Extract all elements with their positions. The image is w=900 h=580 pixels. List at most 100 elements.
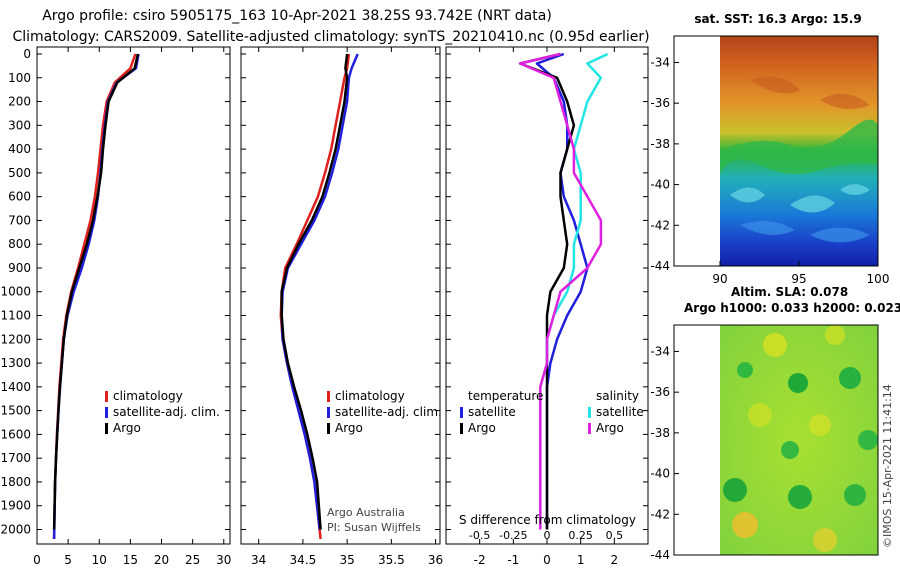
temperature-panel-frame bbox=[36, 46, 231, 545]
sla-eddies bbox=[723, 325, 878, 552]
sla-map-title: Altim. SLA: 0.078 bbox=[731, 285, 848, 299]
depth-tick-label: 600 bbox=[8, 190, 31, 204]
title-line-2: Climatology: CARS2009. Satellite-adjuste… bbox=[12, 29, 649, 45]
x-tick-label: 34 bbox=[251, 553, 266, 567]
legend-label-climatology: climatology bbox=[335, 389, 405, 403]
series-line-argo bbox=[280, 53, 349, 530]
legend-label-climatology: climatology bbox=[113, 389, 183, 403]
sst-map-frame bbox=[673, 35, 879, 267]
depth-tick-label: 1100 bbox=[0, 309, 31, 323]
depth-tick-label: 1900 bbox=[0, 499, 31, 513]
sla-lat-axis: -34 -36 -38 -40 -42 -44 bbox=[650, 344, 679, 562]
series-line-argo bbox=[52, 53, 140, 530]
legend-label-temp-satellite: satellite bbox=[468, 405, 516, 419]
depth-tick-label: 2000 bbox=[0, 522, 31, 536]
salinity-plot: 34 34.5 35 35.5 36 bbox=[241, 47, 443, 567]
sla-map-subtitle: Argo h1000: 0.033 h2000: 0.023 bbox=[684, 301, 900, 315]
depth-tick-label: 0 bbox=[23, 47, 31, 61]
depth-tick-label: 200 bbox=[8, 95, 31, 109]
x-tick-label-salinity: 0.25 bbox=[568, 529, 593, 542]
depth-tick-label: 300 bbox=[8, 118, 31, 132]
x-tick-label: 35 bbox=[339, 553, 354, 567]
depth-tick-label: 1700 bbox=[0, 451, 31, 465]
depth-tick-label: 800 bbox=[8, 237, 31, 251]
x-tick-label-salinity: -0.25 bbox=[499, 529, 527, 542]
credit-pi: PI: Susan Wijffels bbox=[327, 521, 421, 534]
credit-argo-australia: Argo Australia bbox=[327, 506, 405, 519]
legend-swatch-temp-argo bbox=[460, 423, 463, 434]
legend-swatch-satellite bbox=[105, 407, 108, 418]
title-line-1: Argo profile: csiro 5905175_163 10-Apr-2… bbox=[42, 8, 552, 24]
x-tick-label: 2 bbox=[611, 553, 619, 567]
depth-axis-labels: 0 100 200 300 400 500 600 700 800 900 1000 1100 1200… bbox=[0, 47, 31, 536]
x-tick-label-salinity: 0.5 bbox=[606, 529, 624, 542]
series-line-argo bbox=[518, 52, 576, 530]
lat-tick-label: -38 bbox=[650, 426, 670, 440]
lon-tick-label: 90 bbox=[712, 272, 727, 286]
difference-legend: temperature salinity satellite Argo sate… bbox=[459, 389, 644, 527]
x-tick-label: -2 bbox=[474, 553, 486, 567]
lat-tick-label: -42 bbox=[650, 218, 670, 232]
depth-tick-label: 1800 bbox=[0, 475, 31, 489]
x-tick-label: 34.5 bbox=[290, 553, 317, 567]
depth-tick-label: 1500 bbox=[0, 404, 31, 418]
sst-lon-axis: 90 95 100 bbox=[712, 261, 889, 286]
legend-heading-salinity: salinity bbox=[596, 389, 639, 403]
x-tick-label: 0 bbox=[543, 553, 551, 567]
x-tick-label: 36 bbox=[428, 553, 443, 567]
lat-tick-label: -40 bbox=[650, 178, 670, 192]
series-line-satellite bbox=[280, 53, 359, 530]
difference-xlabel: S difference from climatology bbox=[459, 513, 636, 527]
footer-credit: ©IMOS 15-Apr-2021 11:41:14 bbox=[881, 384, 894, 548]
lon-tick-label: 95 bbox=[791, 272, 806, 286]
lat-tick-label: -42 bbox=[650, 507, 670, 521]
temperature-legend: climatology satellite-adj. clim. Argo bbox=[105, 389, 220, 435]
sla-map-land-mask bbox=[674, 325, 720, 555]
legend-swatch-climatology bbox=[327, 391, 330, 402]
difference-plot: -2 -1 0 1 2 -0.5 -0.25 0 0.25 0.5 bbox=[446, 47, 648, 567]
lat-tick-label: -38 bbox=[650, 137, 670, 151]
x-tick-label: 5 bbox=[64, 553, 72, 567]
x-tick-label: 10 bbox=[92, 553, 107, 567]
lat-tick-label: -36 bbox=[650, 96, 670, 110]
legend-swatch-satellite bbox=[327, 407, 330, 418]
lat-tick-label: -44 bbox=[650, 548, 670, 562]
legend-label-sal-satellite: satellite bbox=[596, 405, 644, 419]
x-tick-label-salinity: -0.5 bbox=[469, 529, 490, 542]
legend-label-argo: Argo bbox=[335, 421, 363, 435]
depth-tick-label: 1600 bbox=[0, 427, 31, 441]
series-line-satellite bbox=[52, 53, 140, 540]
legend-swatch-sal-argo bbox=[588, 423, 591, 434]
x-tick-label: 15 bbox=[123, 553, 138, 567]
legend-swatch-climatology bbox=[105, 391, 108, 402]
legend-swatch-sal-satellite bbox=[588, 407, 591, 418]
sst-map: -34 -36 -38 -40 -42 -44 90 95 100 bbox=[650, 35, 889, 286]
lat-tick-label: -34 bbox=[650, 344, 670, 358]
x-tick-label: 35.5 bbox=[378, 553, 405, 567]
depth-tick-label: 1200 bbox=[0, 332, 31, 346]
legend-label-argo: Argo bbox=[113, 421, 141, 435]
series-line-sal_argo bbox=[518, 52, 603, 530]
depth-tick-label: 700 bbox=[8, 213, 31, 227]
legend-swatch-temp-satellite bbox=[460, 407, 463, 418]
depth-tick-label: 400 bbox=[8, 142, 31, 156]
salinity-legend: climatology satellite-adj. clim. Argo Ar… bbox=[327, 389, 442, 534]
temperature-plot: 0 5 10 15 20 25 30 bbox=[33, 47, 231, 567]
legend-label-temp-argo: Argo bbox=[468, 421, 496, 435]
x-tick-label: 1 bbox=[577, 553, 585, 567]
series-line-climatology bbox=[52, 53, 137, 540]
depth-tick-label: 1300 bbox=[0, 356, 31, 370]
sst-eddies bbox=[720, 76, 878, 243]
depth-tick-label: 1000 bbox=[0, 285, 31, 299]
lat-tick-label: -34 bbox=[650, 55, 670, 69]
legend-heading-temperature: temperature bbox=[468, 389, 543, 403]
depth-tick-label: 1400 bbox=[0, 380, 31, 394]
depth-tick-label: 100 bbox=[8, 71, 31, 85]
legend-swatch-argo bbox=[105, 423, 108, 434]
legend-label-satellite: satellite-adj. clim. bbox=[113, 405, 220, 419]
legend-label-satellite: satellite-adj. clim. bbox=[335, 405, 442, 419]
lat-tick-label: -36 bbox=[650, 385, 670, 399]
sla-map-frame bbox=[673, 324, 879, 556]
x-tick-label: 20 bbox=[154, 553, 169, 567]
